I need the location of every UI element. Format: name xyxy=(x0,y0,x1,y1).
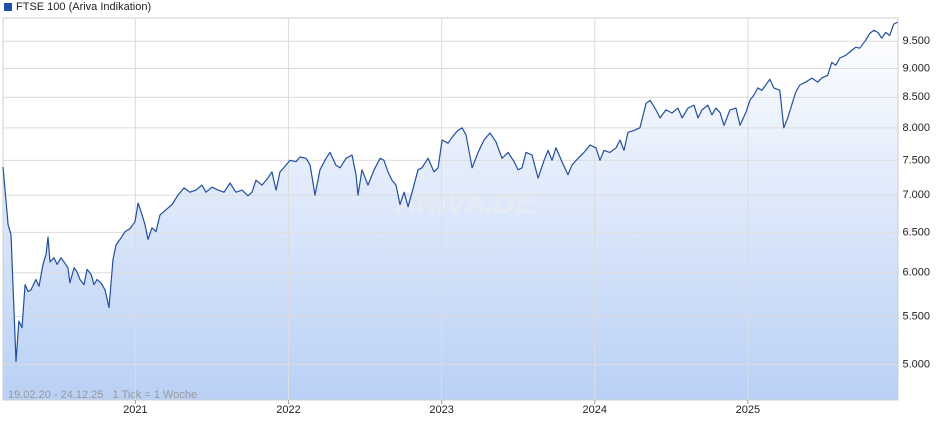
legend-swatch xyxy=(4,3,12,11)
x-tick-label: 2024 xyxy=(583,404,607,416)
x-tick-label: 2025 xyxy=(736,404,760,416)
area xyxy=(3,22,898,401)
y-tick-label: 7.500 xyxy=(902,154,930,166)
y-tick-label: 8.000 xyxy=(902,122,930,134)
annotation: 19.02.20 - 24.12.25 1 Tick = 1 Woche xyxy=(8,389,197,401)
x-tick-label: 2023 xyxy=(429,404,453,416)
y-tick-label: 9.000 xyxy=(902,62,930,74)
y-tick-label: 7.000 xyxy=(902,189,930,201)
y-tick-label: 5.000 xyxy=(902,358,930,370)
y-tick-label: 9.500 xyxy=(902,35,930,47)
y-tick-label: 6.500 xyxy=(902,226,930,238)
y-tick-label: 8.500 xyxy=(902,91,930,103)
x-tick-label: 2022 xyxy=(276,404,300,416)
y-tick-label: 5.500 xyxy=(902,310,930,322)
legend-label: FTSE 100 (Ariva Indikation) xyxy=(16,1,151,13)
x-tick-label: 2021 xyxy=(123,404,147,416)
line xyxy=(2,21,898,363)
plot-frame xyxy=(2,17,899,401)
watermark: ARIVA.DE xyxy=(393,187,536,220)
y-tick-label: 6.000 xyxy=(902,267,930,279)
